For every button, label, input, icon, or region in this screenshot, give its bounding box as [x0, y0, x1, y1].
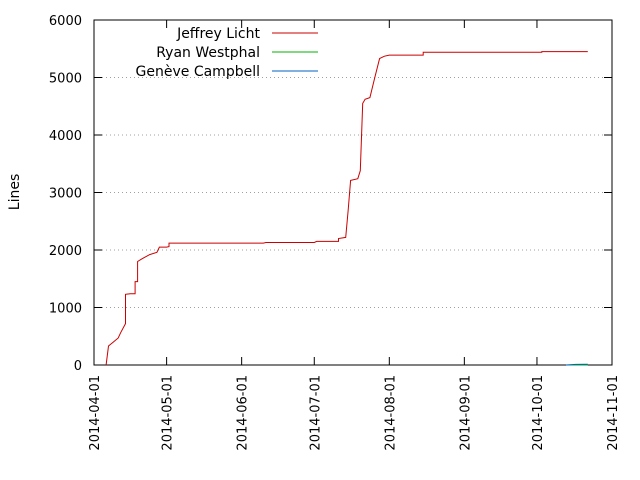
x-tick-label: 2014-10-01 [531, 375, 546, 451]
legend-entry-label: Jeffrey Licht [176, 26, 260, 42]
grid-lines [94, 77, 612, 308]
series-line [105, 51, 588, 366]
series-line [565, 363, 588, 366]
y-tick-label: 6000 [49, 14, 82, 29]
x-tick-label: 2014-09-01 [458, 375, 473, 451]
legend-entry-label: Ryan Westphal [156, 45, 260, 61]
y-tick-label: 0 [74, 359, 82, 374]
y-tick-label: 3000 [49, 187, 82, 202]
x-tick-label: 2014-08-01 [383, 375, 398, 451]
axis-ticks: 0 1000 2000 3000 4000 5000 6000 2014-04-01 2014-… [49, 14, 621, 451]
legend-entry-label: Genève Campbell [136, 64, 260, 80]
y-tick-label: 4000 [49, 129, 82, 144]
y-tick-label: 5000 [49, 72, 82, 87]
y-tick-label: 2000 [49, 244, 82, 259]
y-tick-label: 1000 [49, 302, 82, 317]
x-tick-label: 2014-07-01 [308, 375, 323, 451]
series-layer [105, 51, 588, 366]
legend: Jeffrey Licht Ryan Westphal Genève Campbel… [136, 26, 318, 80]
x-tick-label: 2014-06-01 [236, 375, 251, 451]
x-tick-label: 2014-11-01 [606, 375, 621, 451]
y-axis-label: Lines [7, 174, 23, 210]
x-tick-label: 2014-05-01 [161, 375, 176, 451]
x-tick-label: 2014-04-01 [88, 375, 103, 451]
